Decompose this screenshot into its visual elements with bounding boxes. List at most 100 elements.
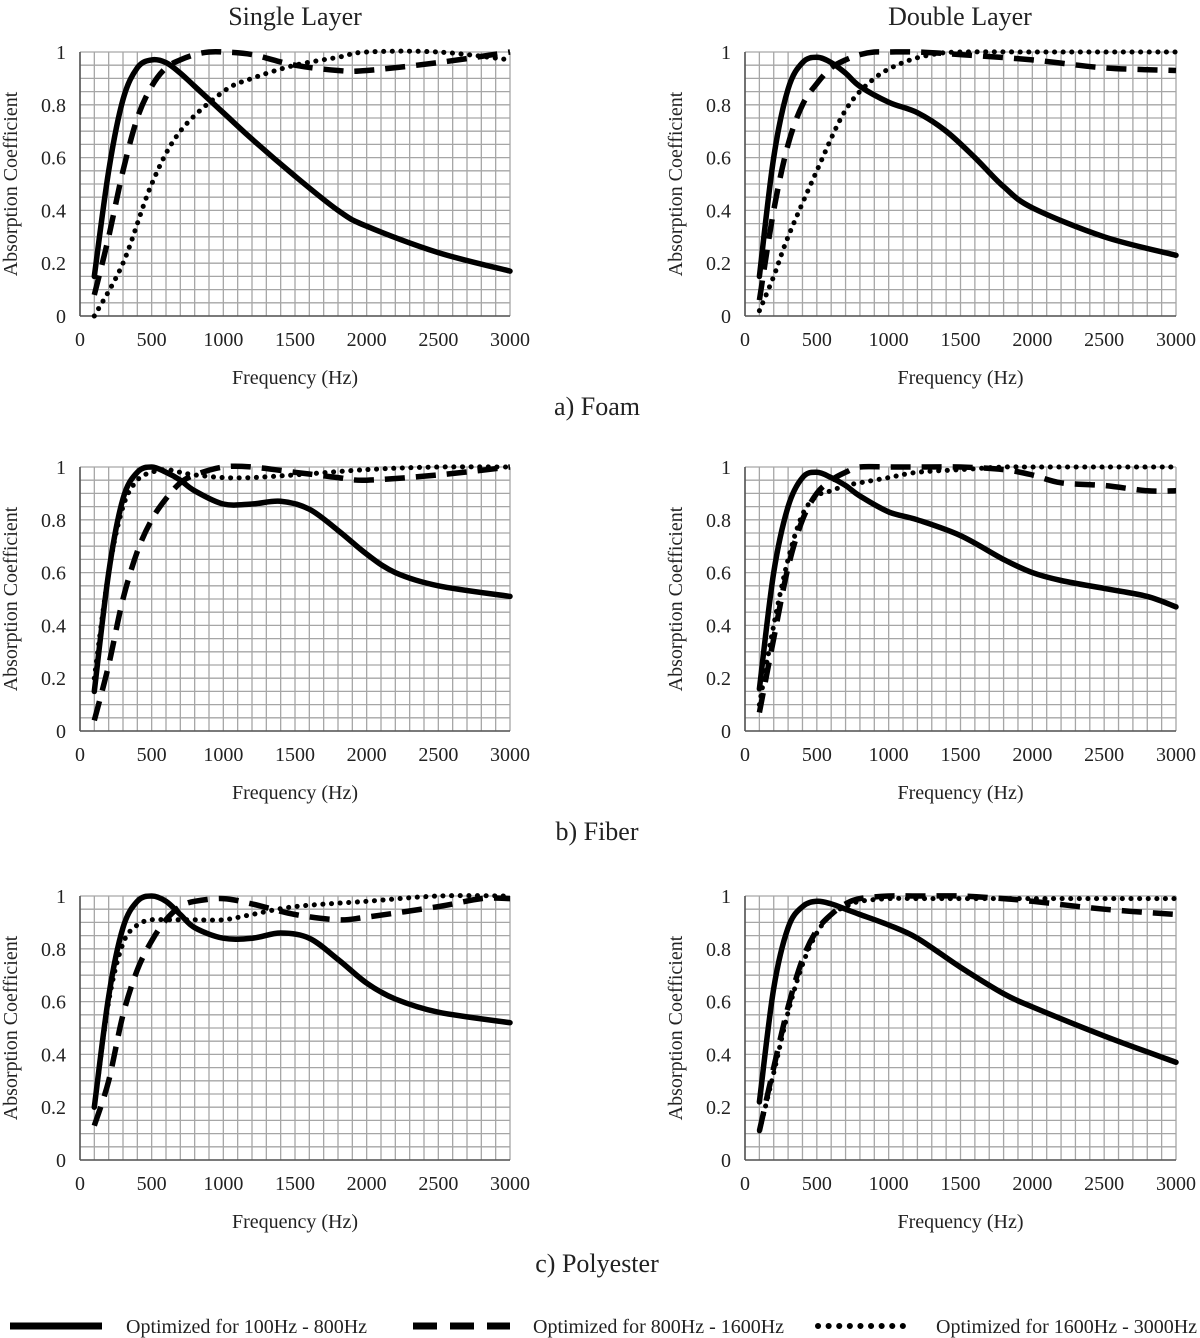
x-tick-label: 500 <box>802 329 832 351</box>
y-tick-label: 0.4 <box>706 615 731 637</box>
series-line-dashed <box>91 48 511 296</box>
series-line-solid <box>756 54 1179 280</box>
y-tick-label: 0.6 <box>706 563 731 585</box>
y-tick-label: 0.4 <box>706 1044 731 1066</box>
x-tick-label: 0 <box>740 744 750 766</box>
y-axis-label: Absorption Coefficient <box>665 506 687 691</box>
x-axis-label: Frequency (Hz) <box>897 1211 1023 1233</box>
y-tick-label: 0.8 <box>41 95 66 117</box>
x-tick-label: 0 <box>75 744 85 766</box>
y-tick-label: 1 <box>56 457 66 479</box>
y-tick-label: 0 <box>56 1150 66 1172</box>
y-tick-label: 0 <box>56 306 66 328</box>
x-tick-label: 500 <box>137 329 167 351</box>
x-tick-label: 1500 <box>941 329 981 351</box>
y-tick-label: 0 <box>56 721 66 743</box>
y-tick-label: 0.6 <box>706 148 731 170</box>
x-tick-label: 3000 <box>1156 1173 1196 1195</box>
legend-item-dashed: Optimized for 800Hz - 1600Hz <box>413 1316 784 1338</box>
y-tick-label: 0.4 <box>41 1044 66 1066</box>
series-line-dotted <box>91 48 513 319</box>
x-tick-label: 2500 <box>1084 744 1124 766</box>
x-tick-label: 2000 <box>347 1173 387 1195</box>
chart-polyester-double-layer: 0 500 1000 1500 2000 2500 3000 0 0.2 0.4 0.6 0.8 1 Fr… <box>665 886 1196 1233</box>
series-line-solid <box>756 898 1179 1105</box>
x-tick-label: 500 <box>802 1173 832 1195</box>
y-tick-label: 1 <box>721 457 731 479</box>
x-tick-label: 500 <box>802 744 832 766</box>
y-tick-label: 0.2 <box>706 253 731 275</box>
series-line-dashed <box>756 49 1177 301</box>
row-caption-fiber: b) Fiber <box>555 817 638 846</box>
x-tick-label: 2000 <box>347 744 387 766</box>
y-axis-label: Absorption Coefficient <box>0 91 22 276</box>
column-title-single: Single Layer <box>228 2 362 31</box>
x-tick-label: 2000 <box>347 329 387 351</box>
x-tick-label: 2000 <box>1012 329 1052 351</box>
series-line-solid <box>91 56 513 280</box>
y-axis-label: Absorption Coefficient <box>665 935 687 1120</box>
series-line-dashed <box>91 895 511 1127</box>
y-tick-label: 0.6 <box>706 992 731 1014</box>
y-tick-label: 1 <box>721 886 731 908</box>
y-tick-label: 0.8 <box>706 95 731 117</box>
y-axis-label: Absorption Coefficient <box>0 506 22 691</box>
x-tick-label: 2500 <box>1084 1173 1124 1195</box>
x-tick-label: 2500 <box>418 744 458 766</box>
x-tick-label: 1000 <box>203 744 243 766</box>
grid <box>744 895 1177 1161</box>
chart-fiber-double-layer: 0 500 1000 1500 2000 2500 3000 0 0.2 0.4 0.6 0.8 1 Fr… <box>665 457 1196 804</box>
row-caption-foam: a) Foam <box>554 392 640 421</box>
x-tick-label: 1500 <box>275 329 315 351</box>
x-tick-label: 3000 <box>490 1173 530 1195</box>
x-tick-label: 500 <box>137 744 167 766</box>
x-tick-label: 0 <box>75 329 85 351</box>
y-tick-label: 0.4 <box>706 200 731 222</box>
y-tick-label: 0.2 <box>706 668 731 690</box>
series-line-solid <box>756 469 1179 692</box>
y-tick-label: 1 <box>56 42 66 64</box>
y-tick-label: 0.6 <box>41 992 66 1014</box>
series-line-dotted <box>756 464 1179 708</box>
x-tick-label: 3000 <box>1156 329 1196 351</box>
series-line-dotted <box>91 893 513 1110</box>
plots-layer: 0 500 1000 1500 2000 2500 300000.20.40.60.81Fr… <box>0 42 1196 1233</box>
y-tick-label: 0 <box>721 306 731 328</box>
y-tick-label: 0.2 <box>41 668 66 690</box>
y-tick-label: 0.4 <box>41 200 66 222</box>
y-axis-label: Absorption Coefficient <box>665 91 687 276</box>
y-tick-label: 0.8 <box>41 939 66 961</box>
chart-foam-single-layer: 0 500 1000 1500 2000 2500 3000 0 0.2 0.4 0.6 0.8 1 Fr… <box>0 42 530 389</box>
y-tick-label: 0 <box>721 1150 731 1172</box>
y-tick-label: 0.2 <box>41 253 66 275</box>
grid <box>79 51 511 317</box>
x-tick-label: 0 <box>75 1173 85 1195</box>
legend-label-solid: Optimized for 100Hz - 800Hz <box>126 1316 367 1338</box>
series-line-dotted <box>756 895 1179 1134</box>
series-line-solid <box>91 893 513 1110</box>
x-tick-label: 1500 <box>275 744 315 766</box>
x-tick-label: 3000 <box>1156 744 1196 766</box>
y-tick-label: 0.8 <box>706 510 731 532</box>
x-tick-label: 2500 <box>1084 329 1124 351</box>
x-tick-label: 3000 <box>490 744 530 766</box>
series-line-dotted <box>91 464 513 681</box>
x-tick-label: 2500 <box>418 1173 458 1195</box>
series-line-dotted <box>756 49 1179 314</box>
row-caption-polyester: c) Polyester <box>535 1249 659 1278</box>
x-tick-label: 1000 <box>203 1173 243 1195</box>
x-tick-label: 3000 <box>490 329 530 351</box>
y-tick-label: 0.4 <box>41 615 66 637</box>
y-tick-label: 0.8 <box>706 939 731 961</box>
chart-foam-double-layer: 0 500 1000 1500 2000 2500 3000 0 0.2 0.4 0.6 0.8 1 Fr… <box>665 42 1196 389</box>
y-tick-label: 0.2 <box>41 1097 66 1119</box>
legend-item-dotted: Optimized for 1600Hz - 3000Hz <box>815 1316 1197 1338</box>
x-tick-label: 1500 <box>941 744 981 766</box>
x-tick-label: 0 <box>740 1173 750 1195</box>
x-tick-label: 1500 <box>275 1173 315 1195</box>
column-title-double: Double Layer <box>888 2 1032 31</box>
chart-fiber-single-layer: 0 500 1000 1500 2000 2500 3000 0 0.2 0.4 0.6 0.8 1 Fr… <box>0 457 530 804</box>
x-tick-label: 1500 <box>941 1173 981 1195</box>
y-tick-label: 0.8 <box>41 510 66 532</box>
